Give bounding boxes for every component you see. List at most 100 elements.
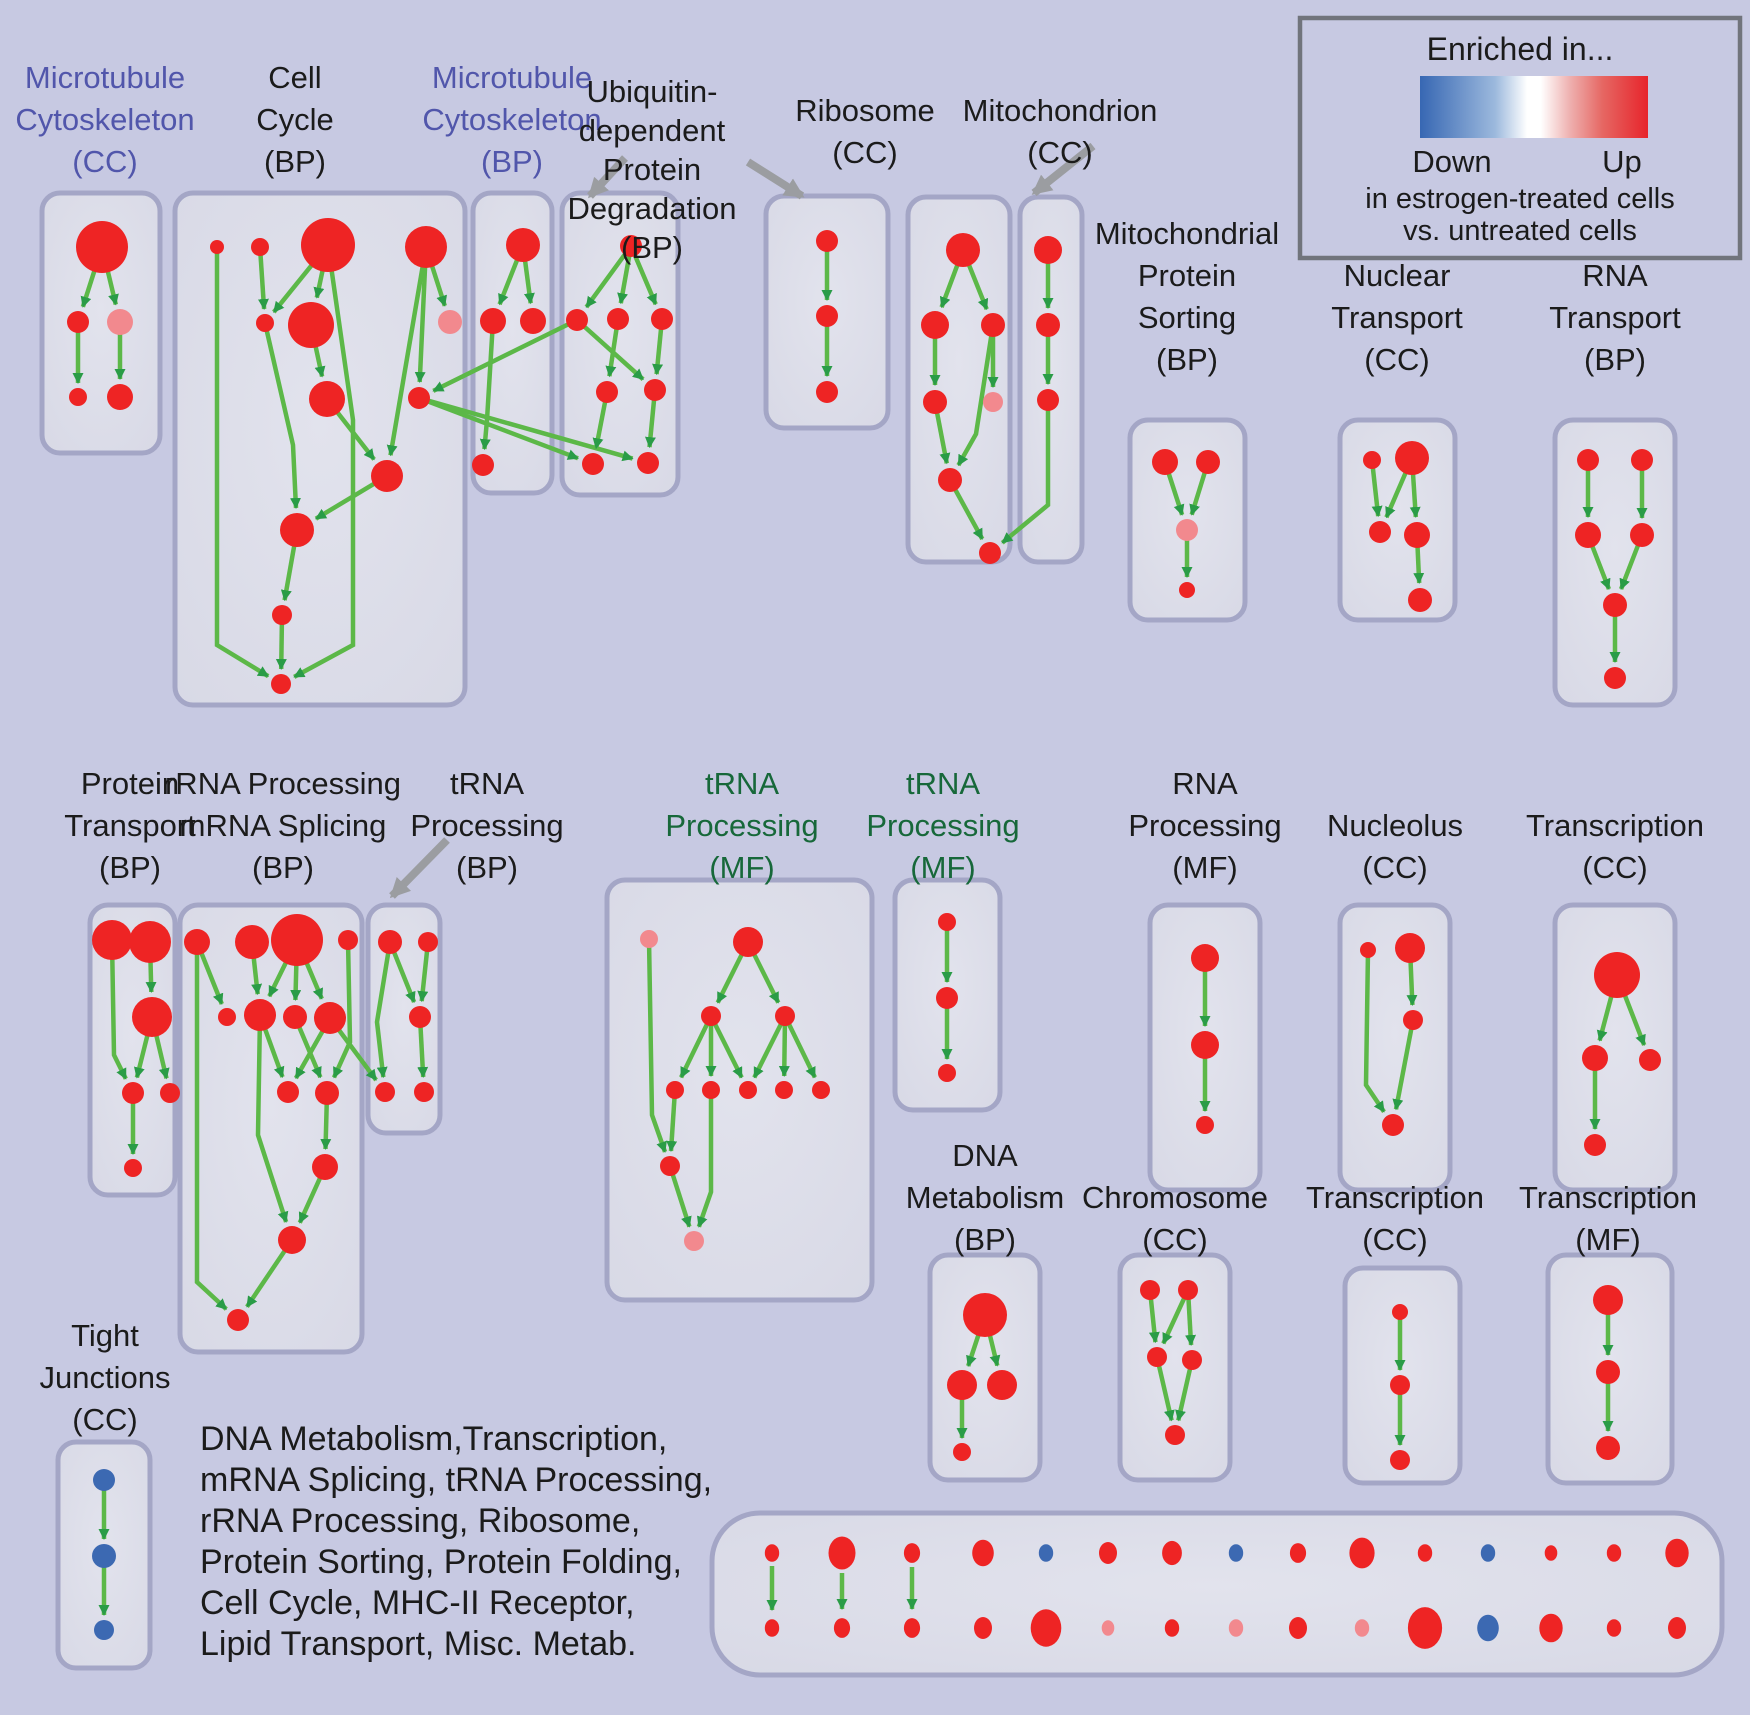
- go-node-d1: [506, 228, 540, 262]
- go-node-h3: [1037, 389, 1059, 411]
- edge-e1-e2: [584, 244, 633, 309]
- go-node-j4: [1404, 522, 1430, 548]
- go-node-e1: [620, 235, 642, 257]
- go-node-u10: [660, 1156, 680, 1176]
- edge-u4-u8: [778, 1015, 790, 1077]
- edge-q6-q12: [255, 1014, 289, 1223]
- edge-u4-u7: [752, 1014, 788, 1079]
- go-node-c13: [408, 387, 430, 409]
- edge-q1-q13: [194, 942, 228, 1311]
- legend-down-label: Down: [1412, 144, 1491, 179]
- go-node-c3: [301, 218, 355, 272]
- go-node-aa3: [1147, 1347, 1167, 1367]
- matrix-dot-top-13: [1544, 1545, 1558, 1561]
- go-node-g1: [946, 233, 980, 267]
- label-microtubule-cytoskeleton-bp: Microtubule Cytoskeleton (BP): [422, 60, 601, 179]
- go-node-ad2: [92, 1544, 116, 1568]
- go-node-aa1: [1140, 1280, 1160, 1300]
- go-node-c4: [405, 226, 447, 268]
- ubiquitin-arrow-left: [587, 155, 628, 199]
- cluster-box-rna-transport: [1552, 417, 1678, 708]
- go-node-t4: [375, 1082, 395, 1102]
- bottom-matrix-layer: [764, 1536, 1689, 1649]
- go-node-k1: [1577, 449, 1599, 471]
- matrix-dot-bottom-9: [1289, 1617, 1307, 1639]
- matrix-dot-top-15: [1665, 1538, 1689, 1568]
- legend-subtitle-1: in estrogen-treated cells: [1365, 183, 1675, 215]
- go-node-k4: [1630, 523, 1654, 547]
- go-node-z2: [947, 1370, 977, 1400]
- cluster-box-ribosome: [905, 194, 1013, 565]
- matrix-dot-bottom-7: [1164, 1619, 1180, 1637]
- edge-c13-e7: [418, 395, 579, 461]
- go-node-d2: [480, 308, 506, 334]
- legend-title: Enriched in...: [1427, 31, 1614, 67]
- go-node-w2: [1191, 1031, 1219, 1059]
- matrix-dot-bottom-10: [1354, 1619, 1370, 1637]
- go-node-t1: [378, 930, 402, 954]
- matrix-dot-bottom-11: [1407, 1607, 1443, 1649]
- edge-u1-u10: [646, 938, 668, 1153]
- go-node-v1: [938, 913, 956, 931]
- edge-c3-c12: [293, 244, 356, 679]
- go-node-t3: [409, 1006, 431, 1028]
- matrix-dot-bottom-13: [1539, 1613, 1563, 1643]
- matrix-dot-top-4: [972, 1539, 994, 1567]
- go-node-u11: [684, 1231, 704, 1251]
- matrix-dot-top-14: [1606, 1544, 1622, 1562]
- matrix-dot-top-9: [1289, 1543, 1307, 1563]
- legend-up-label: Up: [1602, 144, 1642, 179]
- label-ribosome-cc: Ribosome (CC): [795, 93, 935, 170]
- legend-layer: Enriched in... Down Up in estrogen-treated …: [1297, 15, 1743, 261]
- edge-u5-u10: [666, 1089, 678, 1152]
- go-node-ac2: [1596, 1360, 1620, 1384]
- go-node-ad1: [93, 1469, 115, 1491]
- edge-u6-u11: [696, 1090, 714, 1228]
- go-node-p5: [160, 1083, 180, 1103]
- go-node-g4: [923, 390, 947, 414]
- go-node-q10: [315, 1081, 339, 1105]
- go-node-h1: [1034, 236, 1062, 264]
- go-node-e6: [644, 379, 666, 401]
- go-node-c5: [438, 310, 462, 334]
- go-node-y3: [1639, 1049, 1661, 1071]
- edge-t1-t4: [374, 941, 393, 1079]
- edge-c2-c6: [257, 246, 269, 310]
- go-node-v3: [938, 1064, 956, 1082]
- go-node-z3: [987, 1370, 1017, 1400]
- edge-u4-u9: [782, 1015, 817, 1079]
- bottom-text-layer: DNA Metabolism,Transcription, mRNA Splici…: [200, 1420, 712, 1663]
- label-trna-processing-mf-1: tRNA Processing (MF): [665, 766, 818, 885]
- go-node-q6: [244, 999, 276, 1031]
- go-node-c12: [271, 674, 291, 694]
- go-node-q11: [312, 1154, 338, 1180]
- go-node-ab1: [1392, 1304, 1408, 1320]
- go-node-u1: [640, 930, 658, 948]
- label-rna-transport-bp: RNA Transport (BP): [1549, 258, 1681, 377]
- mixed-terms-text: DNA Metabolism,Transcription, mRNA Splici…: [200, 1420, 712, 1663]
- go-node-c1: [210, 240, 224, 254]
- go-node-i2: [1196, 450, 1220, 474]
- nodes-layer: [67, 218, 1661, 1640]
- edge-c6-c10: [262, 322, 302, 509]
- go-node-h2: [1036, 313, 1060, 337]
- go-node-c7: [288, 302, 334, 348]
- edge-aa3-aa5: [1154, 1356, 1175, 1422]
- legend-subtitle-2: vs. untreated cells: [1403, 215, 1637, 247]
- edge-c1-c12: [214, 247, 270, 679]
- cluster-box-mixed-terms-strip: [709, 1510, 1725, 1678]
- label-protein-transport-bp: Protein Transport (BP): [64, 766, 196, 885]
- edge-x1-x4: [1363, 949, 1386, 1113]
- label-nucleolus-cc: Nucleolus (CC): [1327, 808, 1463, 885]
- go-node-i3: [1176, 519, 1198, 541]
- go-node-ac1: [1593, 1285, 1623, 1315]
- edge-g3-g6: [956, 324, 996, 467]
- go-node-x3: [1403, 1010, 1423, 1030]
- go-node-g5: [983, 392, 1003, 412]
- go-node-a1: [76, 221, 128, 273]
- go-node-ab3: [1390, 1450, 1410, 1470]
- edge-e2-e6: [575, 318, 645, 381]
- go-node-u9: [812, 1081, 830, 1099]
- go-node-c6: [256, 314, 274, 332]
